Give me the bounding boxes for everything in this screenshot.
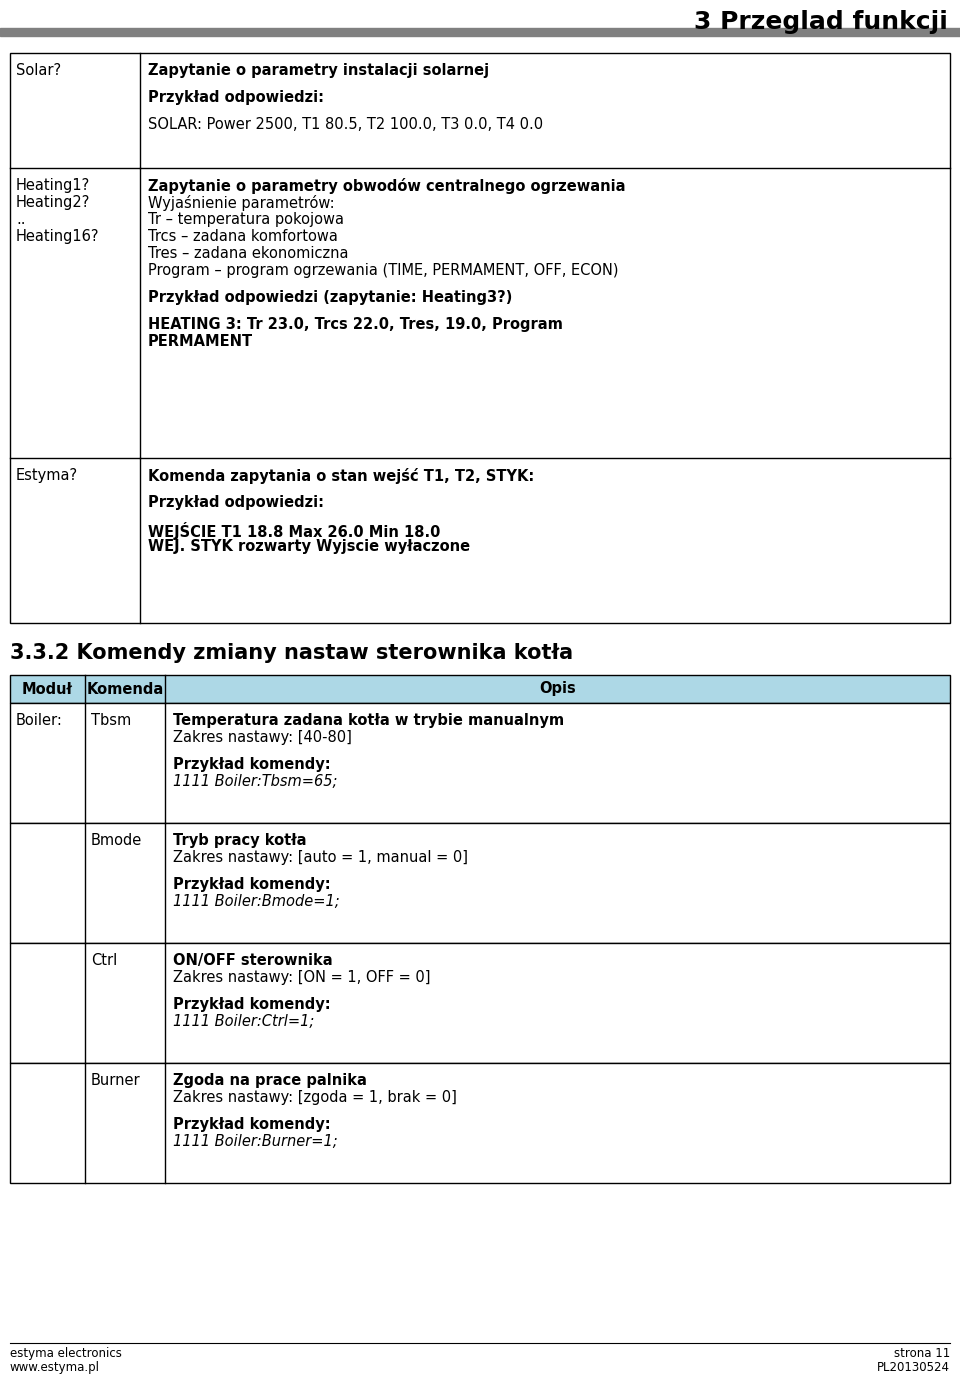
Text: Heating16?: Heating16? [16,228,100,244]
Text: WEJ. STYK rozwarty Wyjscie wyłaczone: WEJ. STYK rozwarty Wyjscie wyłaczone [148,539,470,554]
Text: Burner: Burner [91,1073,140,1088]
Text: Heating1?: Heating1? [16,178,90,194]
Text: Zakres nastawy: [ON = 1, OFF = 0]: Zakres nastawy: [ON = 1, OFF = 0] [173,970,430,985]
Bar [10,823,950,943]
Text: Temperatura zadana kotła w trybie manualnym: Temperatura zadana kotła w trybie manual… [173,713,564,729]
Text: PERMAMENT: PERMAMENT [148,334,253,350]
Text: Zapytanie o parametry obwodów centralnego ogrzewania: Zapytanie o parametry obwodów centralneg… [148,178,626,194]
Text: Zakres nastawy: [auto = 1, manual = 0]: Zakres nastawy: [auto = 1, manual = 0] [173,850,468,865]
Text: Zakres nastawy: [zgoda = 1, brak = 0]: Zakres nastawy: [zgoda = 1, brak = 0] [173,1089,457,1105]
Text: Przykład komendy:: Przykład komendy: [173,997,330,1011]
Text: Bmode: Bmode [91,833,142,848]
Text: Moduł: Moduł [22,681,73,696]
Text: HEATING 3: Tr 23.0, Trcs 22.0, Tres, 19.0, Program: HEATING 3: Tr 23.0, Trcs 22.0, Tres, 19.… [148,318,563,332]
Text: Przykład komendy:: Przykład komendy: [173,756,330,772]
Text: Ctrl: Ctrl [91,953,117,968]
Text: Zapytanie o parametry instalacji solarnej: Zapytanie o parametry instalacji solarne… [148,63,490,78]
Text: Przykład odpowiedzi:: Przykład odpowiedzi: [148,495,324,510]
Text: Wyjaśnienie parametrów:: Wyjaśnienie parametrów: [148,195,335,210]
Text: 1111 Boiler:Tbsm=65;: 1111 Boiler:Tbsm=65; [173,775,337,788]
Text: estyma electronics: estyma electronics [10,1347,122,1360]
Text: WEJŚCIE T1 18.8 Max 26.0 Min 18.0: WEJŚCIE T1 18.8 Max 26.0 Min 18.0 [148,522,441,540]
Text: 1111 Boiler:Burner=1;: 1111 Boiler:Burner=1; [173,1134,338,1149]
Text: 1111 Boiler:Bmode=1;: 1111 Boiler:Bmode=1; [173,894,340,910]
Text: Zgoda na prace palnika: Zgoda na prace palnika [173,1073,367,1088]
Text: Boiler:: Boiler: [16,713,62,729]
Text: SOLAR: Power 2500, T1 80.5, T2 100.0, T3 0.0, T4 0.0: SOLAR: Power 2500, T1 80.5, T2 100.0, T3… [148,117,543,132]
Text: strona 11: strona 11 [894,1347,950,1360]
Text: Solar?: Solar? [16,63,61,78]
Bar [0,28,960,36]
Text: Przykład odpowiedzi:: Przykład odpowiedzi: [148,91,324,104]
Text: Przykład komendy:: Przykład komendy: [173,878,330,892]
Bar [10,943,950,1063]
Bar [10,1063,950,1183]
Bar [10,676,950,703]
Text: ..: .. [16,212,26,227]
Text: Trcs – zadana komfortowa: Trcs – zadana komfortowa [148,228,338,244]
Text: Komenda zapytania o stan wejść T1, T2, STYK:: Komenda zapytania o stan wejść T1, T2, S… [148,468,535,483]
Bar [10,703,950,823]
Text: Program – program ogrzewania (TIME, PERMAMENT, OFF, ECON): Program – program ogrzewania (TIME, PERM… [148,263,618,279]
Text: Tryb pracy kotła: Tryb pracy kotła [173,833,306,848]
Text: Komenda: Komenda [86,681,163,696]
Text: 3 Przeglad funkcji: 3 Przeglad funkcji [694,10,948,33]
Text: Przykład odpowiedzi (zapytanie: Heating3?): Przykład odpowiedzi (zapytanie: Heating3… [148,290,513,305]
Bar [10,53,950,623]
Text: Estyma?: Estyma? [16,468,78,483]
Text: Heating2?: Heating2? [16,195,90,210]
Text: PL20130524: PL20130524 [877,1361,950,1373]
Text: Opis: Opis [540,681,576,696]
Text: Tres – zadana ekonomiczna: Tres – zadana ekonomiczna [148,247,348,260]
Text: www.estyma.pl: www.estyma.pl [10,1361,100,1373]
Text: Przykład komendy:: Przykład komendy: [173,1117,330,1133]
Text: 3.3.2 Komendy zmiany nastaw sterownika kotła: 3.3.2 Komendy zmiany nastaw sterownika k… [10,644,573,663]
Text: 1111 Boiler:Ctrl=1;: 1111 Boiler:Ctrl=1; [173,1014,314,1029]
Text: Tr – temperatura pokojowa: Tr – temperatura pokojowa [148,212,344,227]
Text: ON/OFF sterownika: ON/OFF sterownika [173,953,332,968]
Text: Zakres nastawy: [40-80]: Zakres nastawy: [40-80] [173,730,352,745]
Text: Tbsm: Tbsm [91,713,132,729]
